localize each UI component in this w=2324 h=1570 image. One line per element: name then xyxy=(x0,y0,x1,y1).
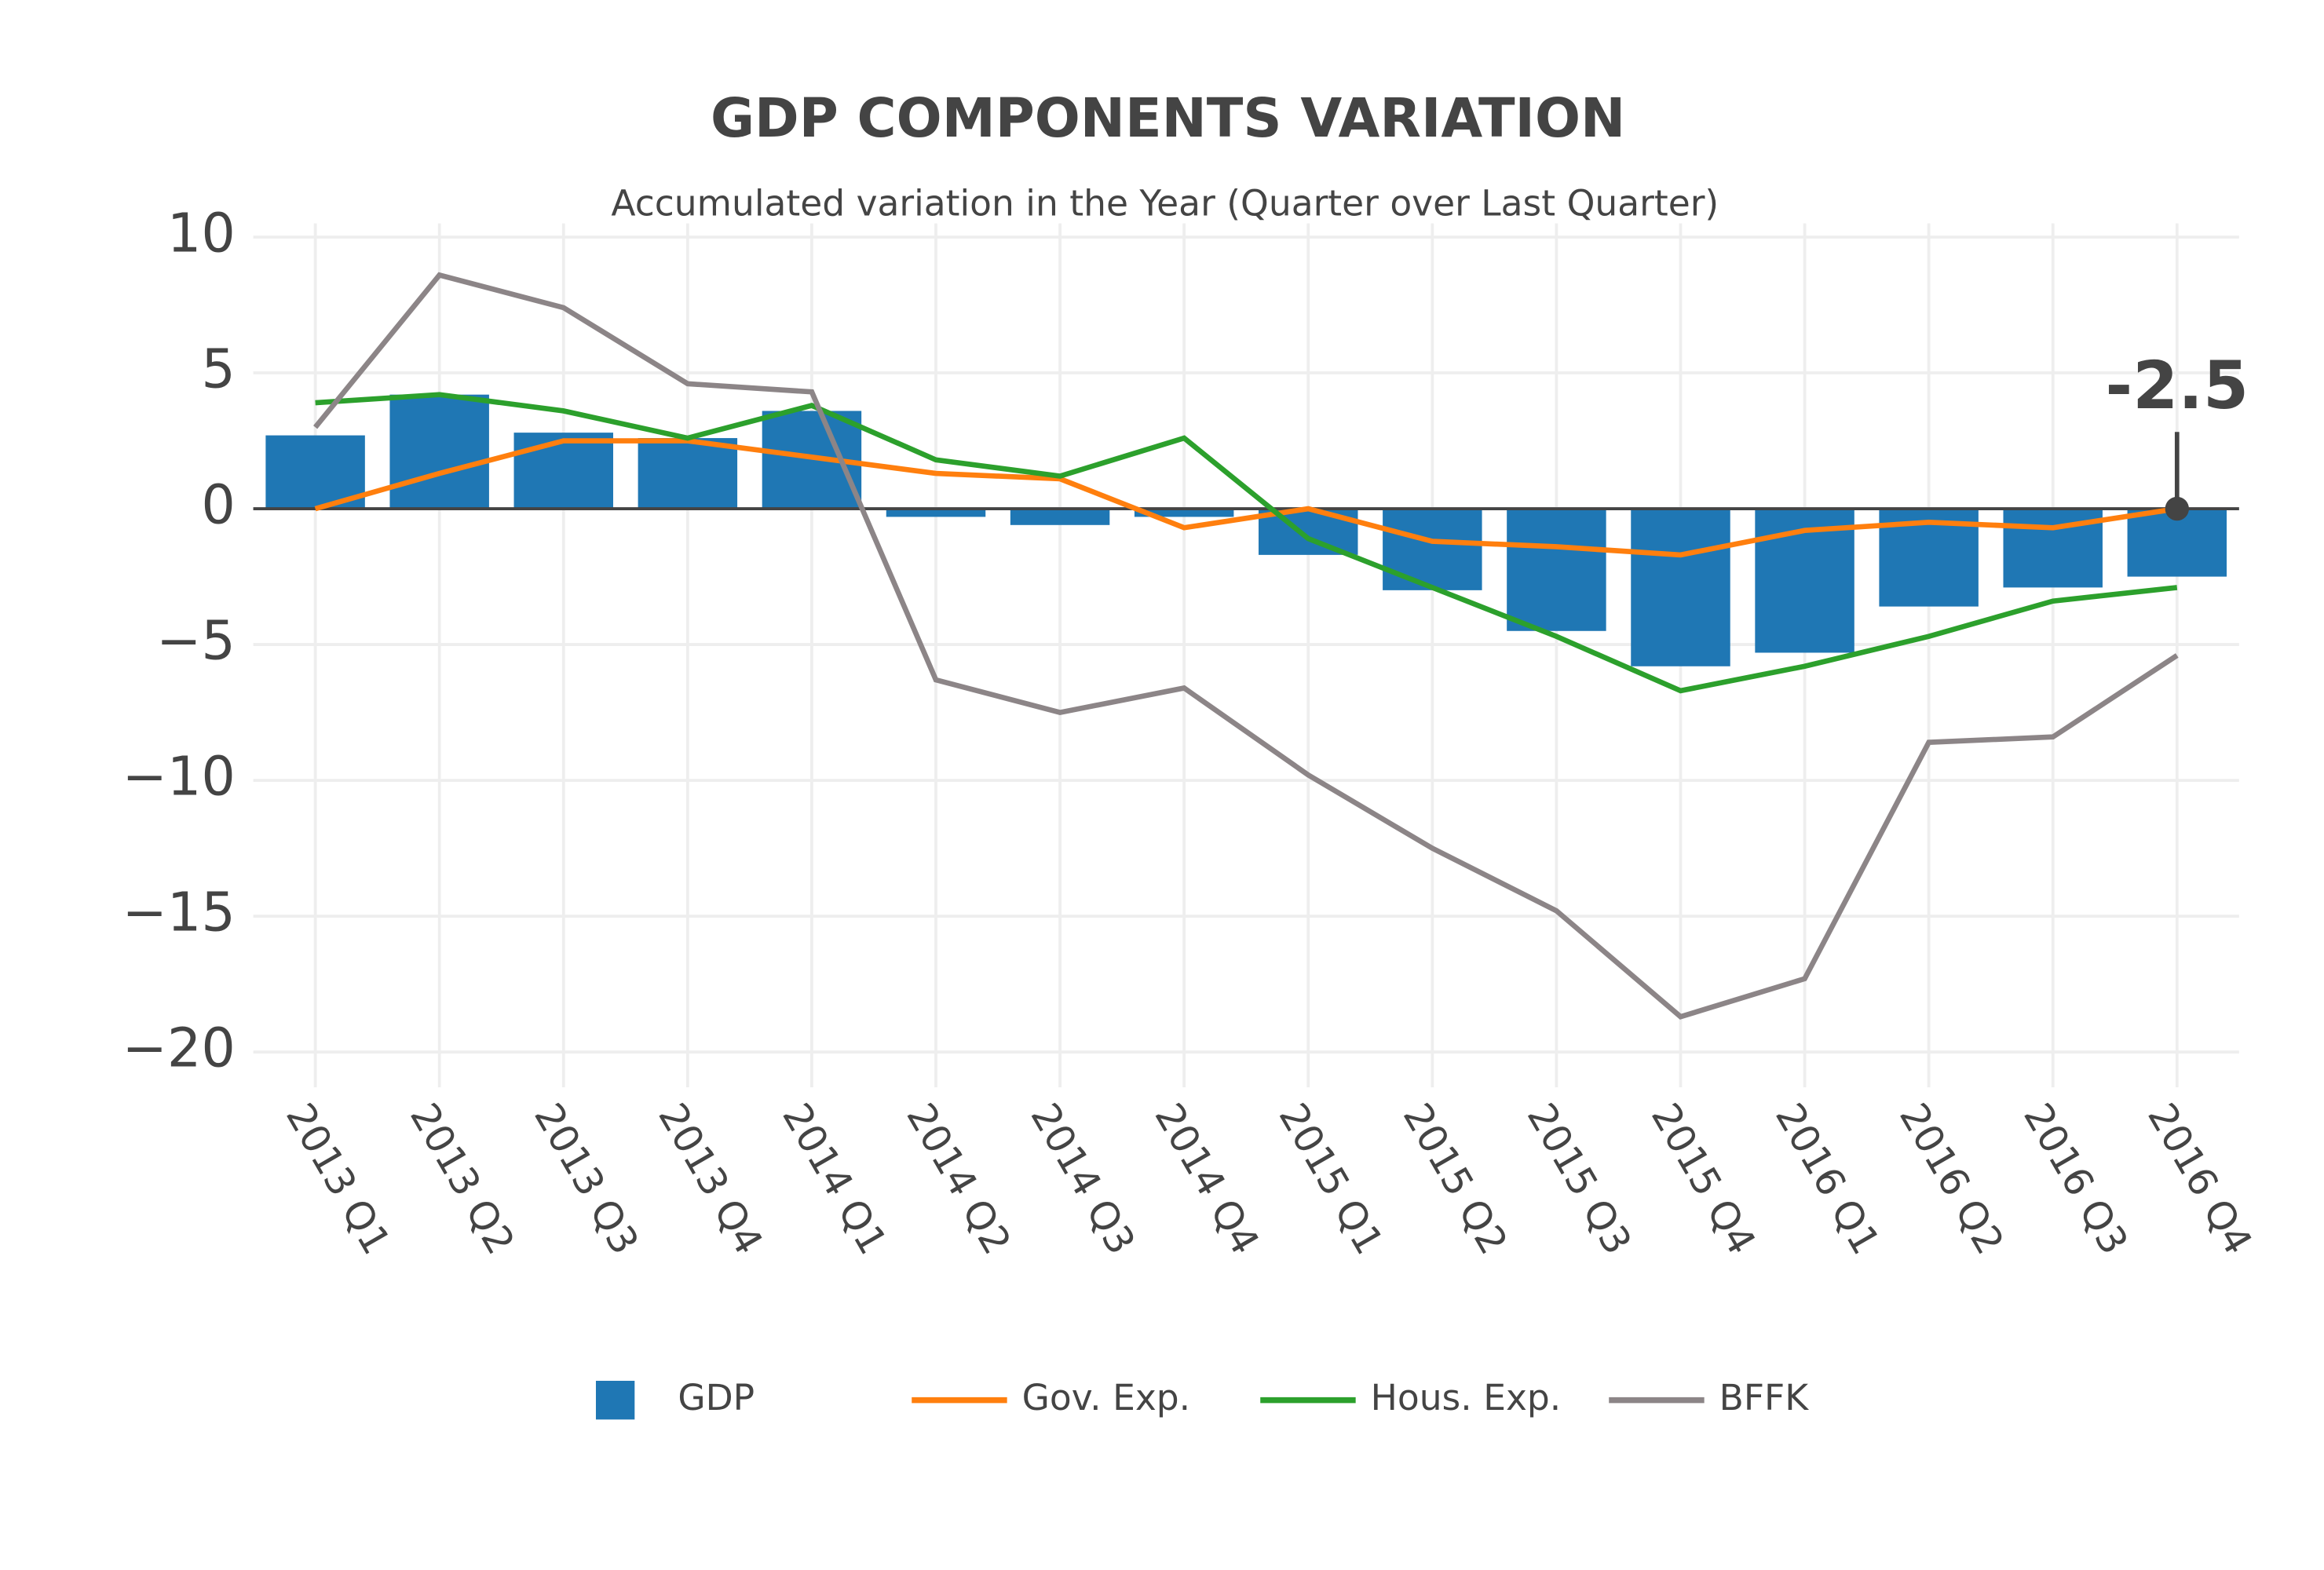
x-tick-label: 2015 Q4 xyxy=(1643,1095,1765,1261)
bar xyxy=(1383,509,1482,590)
bar xyxy=(1507,509,1606,631)
bar xyxy=(513,433,613,509)
x-tick-label: 2013 Q2 xyxy=(401,1095,524,1261)
y-tick-label: −15 xyxy=(122,882,236,944)
x-tick-label: 2016 Q4 xyxy=(2139,1095,2261,1261)
bar xyxy=(1010,509,1110,525)
y-tick-label: 5 xyxy=(201,339,235,401)
x-tick-label: 2015 Q2 xyxy=(1394,1095,1517,1261)
x-tick-label: 2016 Q3 xyxy=(2015,1095,2137,1261)
chart-subtitle: Accumulated variation in the Year (Quart… xyxy=(611,182,1719,224)
bar xyxy=(1631,509,1730,666)
bar xyxy=(389,394,489,509)
y-tick-label: 10 xyxy=(167,203,236,265)
y-tick-label: −5 xyxy=(156,611,236,673)
y-tick-label: −10 xyxy=(122,747,236,809)
legend-label: BFFK xyxy=(1719,1377,1810,1418)
annotation-head xyxy=(2165,496,2189,521)
bar xyxy=(1134,509,1234,517)
y-tick-label: −20 xyxy=(122,1018,236,1080)
legend-swatch xyxy=(595,1380,635,1420)
x-tick-label: 2015 Q1 xyxy=(1270,1095,1393,1261)
x-tick-label: 2014 Q2 xyxy=(897,1095,1020,1261)
x-tick-label: 2013 Q3 xyxy=(525,1095,648,1261)
line xyxy=(314,438,2178,558)
x-tick-label: 2015 Q3 xyxy=(1518,1095,1641,1261)
line xyxy=(315,392,2178,694)
legend-label: Hous. Exp. xyxy=(1371,1377,1562,1418)
x-tick-label: 2014 Q4 xyxy=(1146,1095,1269,1261)
x-tick-label: 2016 Q2 xyxy=(1891,1095,2013,1261)
x-tick-label: 2014 Q3 xyxy=(1021,1095,1144,1261)
x-tick-label: 2014 Q1 xyxy=(773,1095,896,1261)
legend-label: GDP xyxy=(678,1377,755,1418)
bar xyxy=(886,509,986,517)
x-tick-label: 2016 Q1 xyxy=(1767,1095,1889,1261)
bar xyxy=(265,435,365,509)
x-tick-label: 2013 Q4 xyxy=(649,1095,772,1261)
y-tick-label: 0 xyxy=(201,475,235,537)
chart-title: GDP COMPONENTS VARIATION xyxy=(711,88,1625,150)
legend-label: Gov. Exp. xyxy=(1022,1377,1191,1418)
annotation: -2.5 xyxy=(2106,348,2249,424)
line xyxy=(313,272,2179,1020)
bar xyxy=(638,438,738,509)
x-tick-label: 2013 Q1 xyxy=(277,1095,400,1261)
